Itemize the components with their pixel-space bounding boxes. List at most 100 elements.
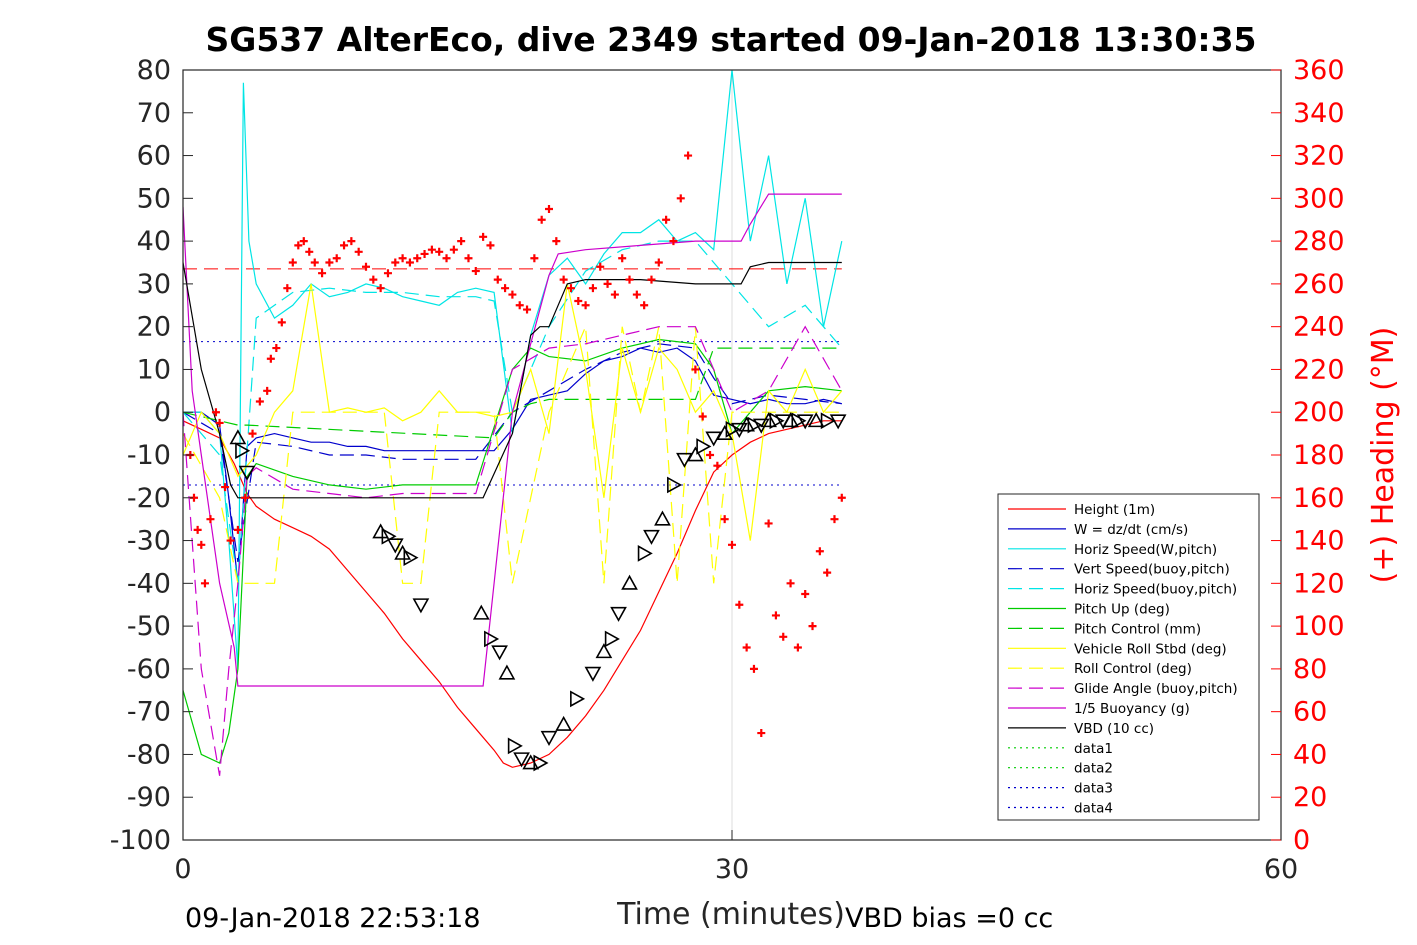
left-tick-label: -100	[110, 825, 171, 856]
right-tick-label: 180	[1293, 440, 1345, 471]
heading-point	[413, 254, 422, 263]
legend-label: Horiz Speed(W,pitch)	[1074, 542, 1217, 558]
chart-title: SG537 AlterEco, dive 2349 started 09-Jan…	[205, 20, 1256, 59]
heading-point	[233, 525, 242, 534]
heading-point	[771, 611, 780, 620]
heading-point	[815, 547, 824, 556]
heading-point	[200, 579, 209, 588]
heading-point	[823, 568, 832, 577]
dive-marker	[654, 510, 671, 526]
dive-marker	[498, 664, 516, 680]
heading-point	[618, 254, 627, 263]
heading-point	[640, 301, 649, 310]
legend-label: Vert Speed(buoy,pitch)	[1074, 562, 1230, 578]
dive-marker	[610, 606, 627, 622]
right-tick-label: 60	[1293, 697, 1327, 728]
heading-point	[603, 279, 612, 288]
heading-point	[248, 429, 257, 438]
heading-point	[449, 245, 458, 254]
heading-point	[706, 451, 715, 459]
left-tick-label: -80	[127, 739, 171, 770]
legend-label: Glide Angle (buoy,pitch)	[1074, 681, 1238, 697]
legend-label: data4	[1074, 801, 1113, 817]
legend-label: data2	[1074, 761, 1113, 777]
heading-point	[588, 284, 597, 293]
heading-point	[559, 275, 568, 284]
series-line-11	[183, 193, 842, 687]
heading-point	[318, 269, 327, 278]
heading-point	[272, 344, 281, 353]
left-tick-label: -20	[127, 483, 171, 514]
dive-marker	[403, 549, 419, 567]
heading-point	[493, 275, 502, 284]
heading-point	[376, 284, 385, 293]
legend-label: data3	[1074, 781, 1113, 797]
left-tick-label: 0	[154, 397, 171, 428]
heading-point	[362, 262, 370, 271]
dive-marker	[507, 737, 523, 755]
right-tick-label: 340	[1293, 98, 1345, 129]
left-tick-label: 80	[137, 55, 171, 86]
left-tick-label: -60	[127, 654, 171, 685]
right-axis-ticks: 3603403203002802602402202001801601401201…	[1271, 55, 1345, 856]
heading-point	[610, 290, 619, 299]
heading-point	[757, 729, 766, 738]
legend-label: Horiz Speed(buoy,pitch)	[1074, 582, 1237, 598]
right-tick-label: 220	[1293, 354, 1345, 385]
dive-marker	[238, 465, 256, 481]
left-tick-label: -40	[127, 568, 171, 599]
dive-marker	[412, 598, 430, 614]
right-tick-label: 260	[1293, 269, 1345, 300]
series-line-5	[183, 240, 843, 584]
series-line-10	[183, 325, 843, 776]
heading-point	[464, 254, 473, 263]
heading-point	[369, 275, 378, 284]
heading-point	[808, 622, 817, 631]
dive-marker	[807, 412, 825, 428]
heading-point	[779, 632, 788, 641]
heading-point	[347, 237, 356, 246]
legend-label: Pitch Up (deg)	[1074, 602, 1170, 618]
heading-point	[263, 386, 272, 395]
right-tick-label: 40	[1293, 739, 1327, 770]
legend-label: W = dz/dt (cm/s)	[1074, 522, 1188, 538]
heading-point	[427, 245, 436, 254]
heading-point	[735, 600, 744, 609]
left-axis-ticks: 80 70 60 50 40 30 20 10 0 -10 -20 -30 -40 -50 -60 -70 -8…	[110, 55, 193, 856]
dive-marker	[491, 645, 508, 661]
heading-point	[728, 540, 736, 549]
right-tick-label: 100	[1293, 611, 1345, 642]
heading-point	[206, 515, 215, 524]
dive-marker	[643, 529, 660, 545]
heading-point	[325, 258, 334, 267]
right-tick-label: 80	[1293, 654, 1327, 685]
heading-point	[654, 258, 663, 267]
dive-marker	[555, 715, 572, 731]
dive-marker	[595, 643, 613, 659]
heading-point	[574, 297, 583, 305]
series-line-3	[183, 70, 843, 669]
dive-marker	[386, 538, 404, 554]
legend-label: VBD (10 cc)	[1074, 721, 1154, 737]
left-tick-label: -10	[127, 440, 171, 471]
heading-point	[749, 664, 758, 673]
legend: Height (1m) W = dz/dt (cm/s) Horiz Speed(W…	[997, 493, 1260, 821]
heading-point	[420, 249, 429, 258]
legend-label: Height (1m)	[1074, 502, 1155, 518]
heading-point	[596, 262, 605, 271]
dive-marker	[760, 412, 777, 428]
series-layer	[183, 70, 847, 776]
dive-marker	[513, 752, 530, 768]
left-tick-label: 60	[137, 141, 171, 172]
heading-point	[471, 267, 480, 276]
dive-marker	[229, 429, 247, 445]
right-tick-label: 20	[1293, 782, 1327, 813]
dive-marker	[235, 442, 251, 460]
heading-point	[830, 515, 839, 524]
heading-point	[508, 290, 517, 299]
heading-point	[340, 241, 349, 250]
heading-point	[442, 254, 451, 263]
heading-point	[684, 151, 693, 160]
heading-point	[486, 241, 495, 250]
